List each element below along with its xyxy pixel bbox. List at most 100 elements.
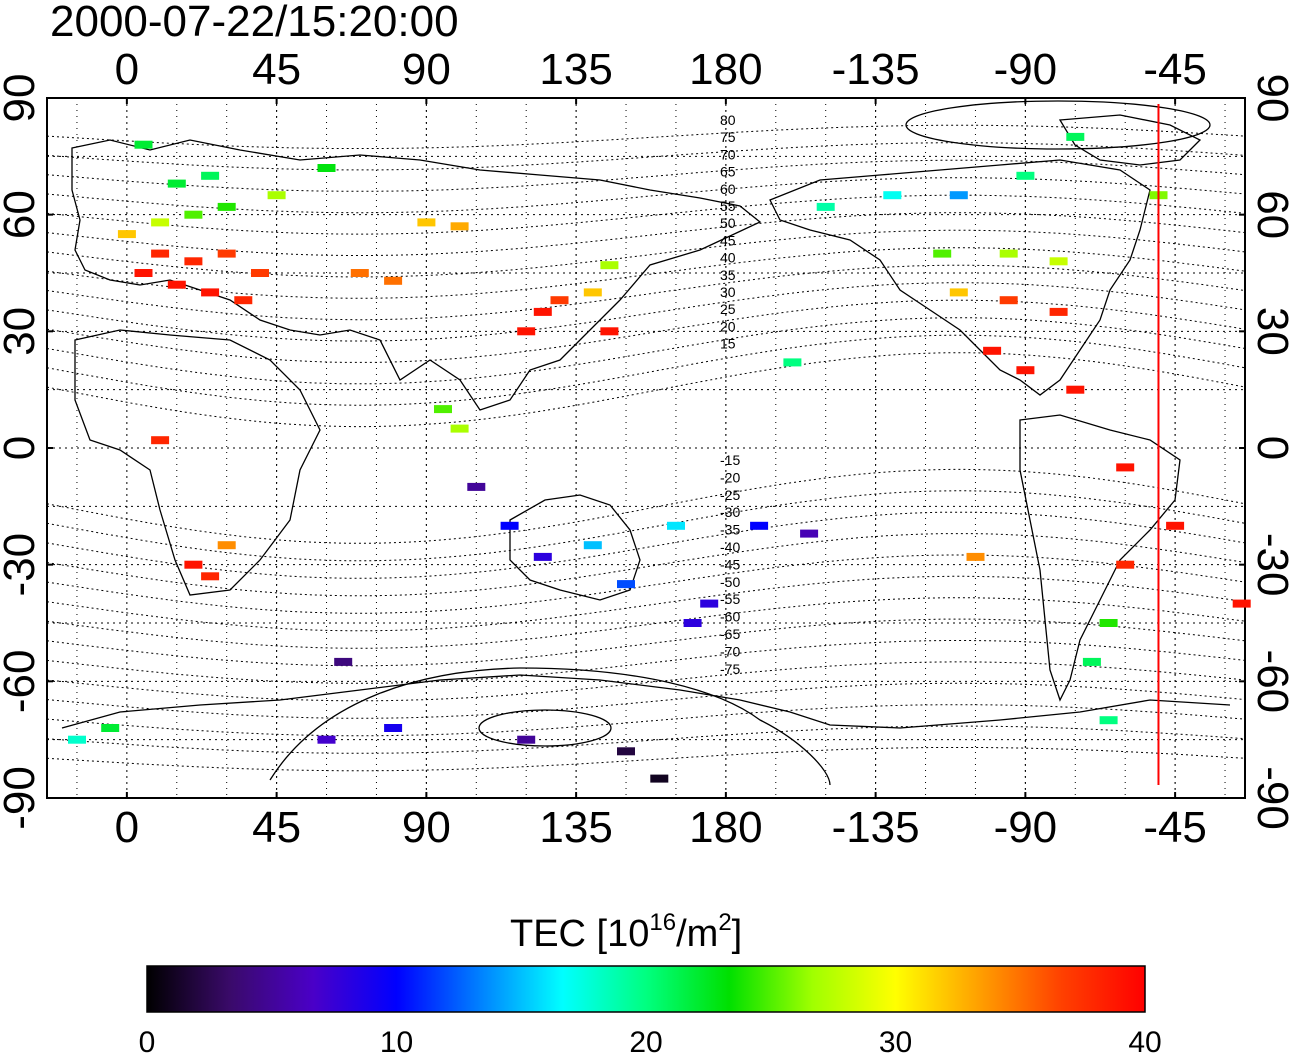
bottom-lon-tick: -135: [832, 803, 920, 852]
tec-sample: [1082, 657, 1101, 666]
figure-title: 2000-07-22/15:20:00: [50, 0, 459, 46]
top-lon-tick: 90: [402, 45, 451, 94]
bottom-lon-tick: 90: [402, 803, 451, 852]
tec-sample: [1066, 385, 1085, 394]
top-lon-tick: 0: [115, 45, 139, 94]
tec-sample: [583, 288, 602, 297]
contour-label: -40: [720, 539, 740, 555]
top-lon-tick: -90: [994, 45, 1058, 94]
contour-label: -60: [720, 609, 740, 625]
tec-sample: [933, 249, 952, 258]
tec-sample: [101, 724, 120, 732]
magnetic-latitude-contour: [46, 554, 1246, 614]
tec-sample: [134, 140, 153, 149]
tec-sample: [667, 521, 685, 530]
tec-sample: [68, 735, 86, 744]
tec-sample: [167, 280, 186, 289]
magnetic-latitude-contour: [46, 704, 1246, 737]
tec-sample: [1232, 599, 1251, 608]
bottom-lon-tick: 135: [539, 803, 612, 852]
magnetic-latitude-contour: [46, 177, 1246, 214]
tec-sample: [417, 218, 436, 227]
coastlines: [61, 100, 1231, 786]
bottom-lon-tick: 45: [252, 803, 301, 852]
tec-sample: [683, 619, 702, 627]
tec-sample: [517, 735, 536, 744]
contour-label: 15: [720, 336, 736, 352]
contour-label: 25: [720, 301, 736, 317]
tec-sample: [434, 405, 452, 414]
tec-sample: [217, 249, 236, 258]
tec-sample: [1099, 716, 1118, 725]
left-latitude-ticks: 90 60 30 0 -30 -60 -90: [0, 74, 53, 830]
colorbar-tick-label: 40: [1128, 1026, 1161, 1057]
right-latitude-ticks: 90 60 30 0 -30 -60 -90: [1239, 74, 1292, 830]
tec-sample: [217, 202, 236, 211]
tec-sample: [583, 541, 602, 550]
colorbar-tick-label: 0: [139, 1026, 156, 1057]
lat-lon-grid: [47, 98, 1245, 798]
right-lat-tick: -90: [1248, 766, 1292, 830]
tec-sample: [816, 202, 835, 211]
magnetic-latitude-contour: [46, 511, 1246, 579]
tec-sample: [600, 261, 619, 270]
tec-sample: [1099, 619, 1118, 627]
contour-label: -35: [720, 522, 740, 538]
tec-sample: [999, 296, 1018, 305]
tec-sample: [201, 572, 220, 581]
left-lat-tick: 60: [0, 190, 44, 239]
left-lat-tick: -90: [0, 766, 44, 830]
tec-sample: [983, 346, 1002, 355]
tec-sample: [184, 257, 203, 266]
contour-label: 65: [720, 164, 736, 180]
tec-sample: [384, 724, 403, 732]
tec-sample: [184, 210, 203, 219]
tec-sample: [350, 269, 369, 277]
contour-label: 45: [720, 232, 736, 248]
tec-sample: [384, 276, 403, 285]
colorbar: [146, 965, 1146, 1013]
bottom-lon-tick: -45: [1143, 803, 1207, 852]
magnetic-latitude-contour: [46, 247, 1246, 299]
magnetic-latitude-contour: [46, 490, 1246, 562]
contour-label: -15: [720, 452, 740, 468]
tec-sample: [966, 552, 985, 561]
magnetic-latitude-contour: [46, 575, 1246, 632]
contour-label: -65: [720, 626, 740, 642]
tec-sample: [317, 735, 336, 744]
tec-sample: [167, 179, 186, 188]
colorbar-tick-label: 20: [629, 1026, 662, 1057]
left-lat-tick: 0: [0, 436, 44, 460]
tec-sample: [883, 191, 902, 200]
right-lat-tick: -30: [1248, 533, 1292, 597]
bottom-lon-tick: 0: [115, 803, 139, 852]
right-lat-tick: -60: [1248, 650, 1292, 714]
top-longitude-ticks: 0 45 90 135 180 -135 -90 -45: [115, 45, 1207, 104]
bottom-lon-tick: 180: [689, 803, 762, 852]
right-lat-tick: 60: [1248, 190, 1292, 239]
contour-label: -75: [720, 661, 740, 677]
magnetic-latitude-contour: [46, 597, 1246, 649]
magnetic-latitude-contour: [46, 142, 1246, 171]
top-lon-tick: 180: [689, 45, 762, 94]
right-lat-tick: 0: [1248, 436, 1292, 460]
left-lat-tick: -30: [0, 533, 44, 597]
tec-sample: [334, 657, 353, 666]
contour-label: -30: [720, 504, 740, 520]
colorbar-title: TEC [1016/m2]: [510, 909, 742, 955]
tec-sample: [1116, 560, 1135, 569]
right-lat-tick: 90: [1248, 74, 1292, 123]
contour-label: 75: [720, 129, 736, 145]
tec-sample: [517, 327, 536, 336]
tec-sample: [700, 599, 719, 608]
contour-label: 70: [720, 146, 736, 162]
contour-label: 40: [720, 250, 736, 266]
tec-sample: [450, 424, 469, 433]
magnetic-latitude-contour: [46, 725, 1246, 754]
tec-sample: [134, 269, 153, 277]
tec-sample: [949, 191, 968, 200]
tec-sample: [217, 541, 236, 550]
magnetic-latitude-contour: [46, 264, 1246, 321]
right-lat-tick: 30: [1248, 307, 1292, 356]
